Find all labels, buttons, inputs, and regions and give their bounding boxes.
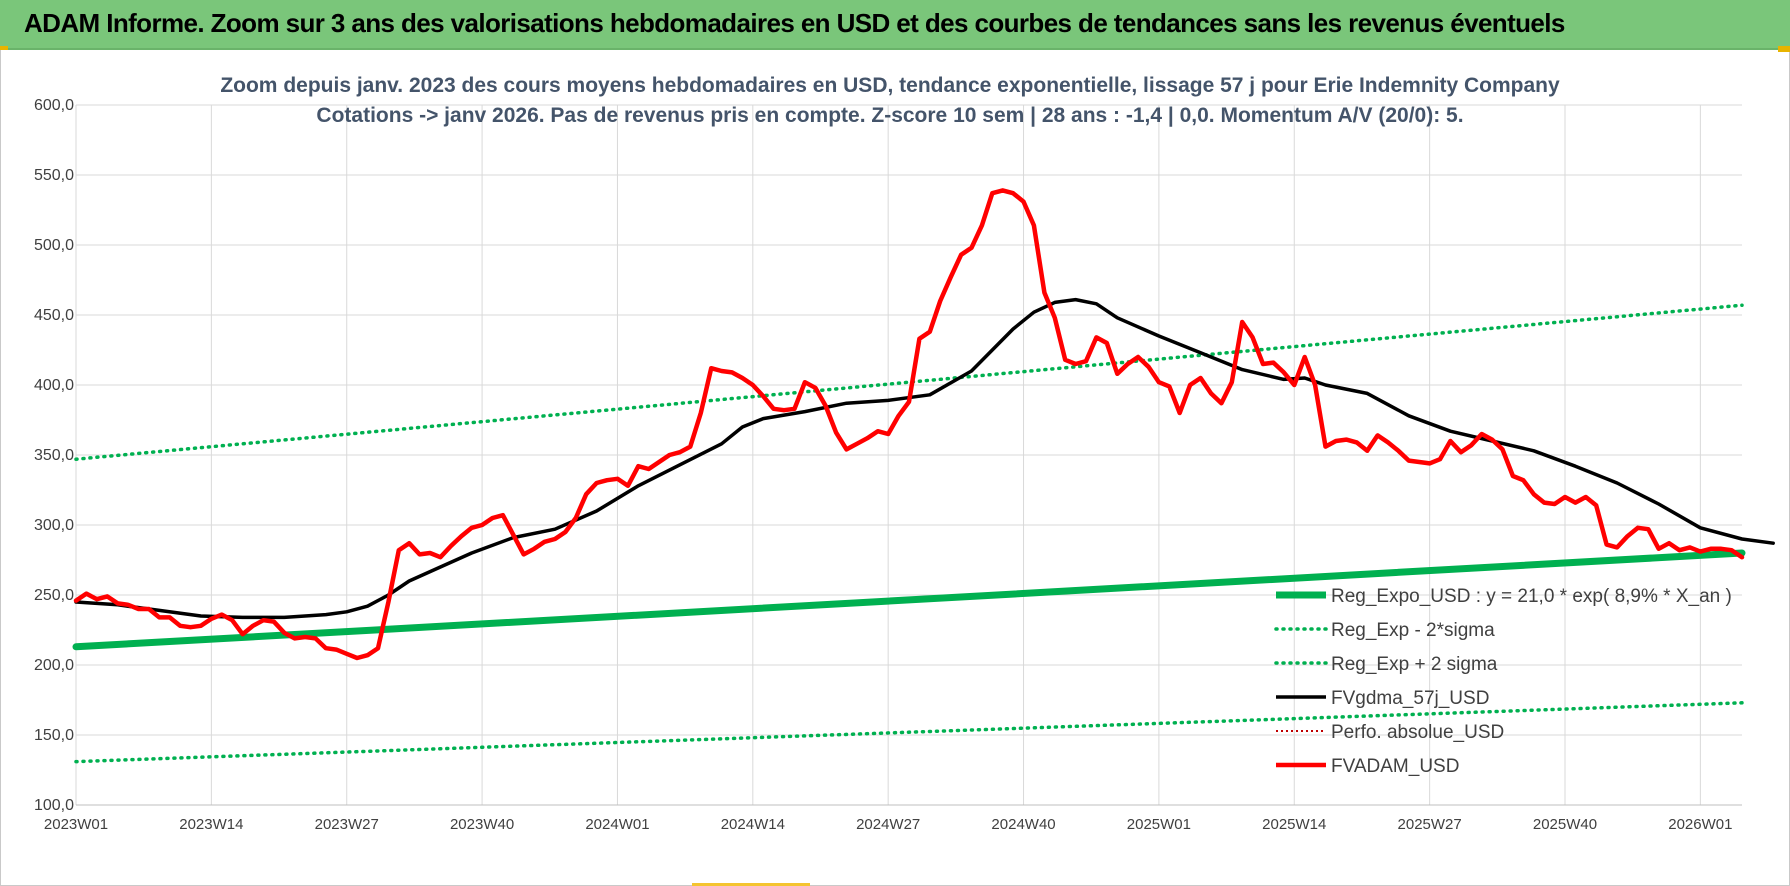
series-line-5	[73, 188, 1745, 661]
x-tick-label: 2023W27	[315, 816, 379, 833]
y-tick-label: 500,0	[34, 237, 74, 254]
x-tick-label: 2023W01	[44, 816, 108, 833]
legend-label: Reg_Exp + 2 sigma	[1331, 654, 1498, 675]
line-chart: Zoom depuis janv. 2023 des cours moyens …	[34, 74, 1775, 833]
y-tick-label: 100,0	[34, 797, 74, 814]
corner-marker-left	[0, 46, 8, 50]
corner-marker-right	[1778, 46, 1790, 52]
title-banner: ADAM Informe. Zoom sur 3 ans des valoris…	[0, 0, 1790, 50]
x-tick-label: 2023W40	[450, 816, 514, 833]
legend-label: Reg_Exp - 2*sigma	[1331, 620, 1495, 641]
y-tick-label: 600,0	[34, 97, 74, 114]
x-tick-label: 2026W01	[1668, 816, 1732, 833]
y-tick-label: 250,0	[34, 587, 74, 604]
series-line-1	[74, 701, 1744, 764]
x-axis-ticks: 2023W01 2023W14 2023W27 2023W40 2024W01 2024W…	[44, 816, 1733, 833]
chart-title-line-1: Zoom depuis janv. 2023 des cours moyens …	[220, 74, 1560, 97]
y-tick-label: 450,0	[34, 307, 74, 324]
x-tick-label: 2024W14	[721, 816, 785, 833]
banner-title: ADAM Informe. Zoom sur 3 ans des valoris…	[24, 8, 1565, 38]
y-tick-label: 150,0	[34, 727, 74, 744]
series-line-2	[74, 303, 1744, 461]
legend-label: FVgdma_57j_USD	[1331, 688, 1489, 709]
series-line-3	[74, 297, 1775, 620]
grid	[75, 104, 1742, 806]
x-tick-label: 2024W01	[585, 816, 649, 833]
legend-label: Perfo. absolue_USD	[1331, 722, 1504, 743]
y-tick-label: 300,0	[34, 517, 74, 534]
legend-label: FVADAM_USD	[1331, 756, 1459, 777]
y-tick-label: 350,0	[34, 447, 74, 464]
x-tick-label: 2024W27	[856, 816, 920, 833]
y-tick-label: 400,0	[34, 377, 74, 394]
y-axis-ticks: 100,0 150,0 200,0 250,0 300,0 350,0 400,0 450,0…	[34, 97, 74, 814]
x-tick-label: 2024W40	[991, 816, 1055, 833]
x-tick-label: 2025W27	[1398, 816, 1462, 833]
legend-label: Reg_Expo_USD : y = 21,0 * exp( 8,9% * X_…	[1331, 586, 1732, 607]
series-line-0	[72, 549, 1746, 651]
y-tick-label: 200,0	[34, 657, 74, 674]
chart-title-line-2: Cotations -> janv 2026. Pas de revenus p…	[316, 104, 1463, 127]
x-tick-label: 2025W01	[1127, 816, 1191, 833]
x-tick-label: 2025W40	[1533, 816, 1597, 833]
y-tick-label: 550,0	[34, 167, 74, 184]
x-tick-label: 2025W14	[1262, 816, 1326, 833]
series-layer	[72, 188, 1775, 764]
legend: Reg_Expo_USD : y = 21,0 * exp( 8,9% * X_…	[1274, 586, 1732, 777]
bottom-accent-bar	[692, 883, 810, 886]
x-tick-label: 2023W14	[179, 816, 243, 833]
